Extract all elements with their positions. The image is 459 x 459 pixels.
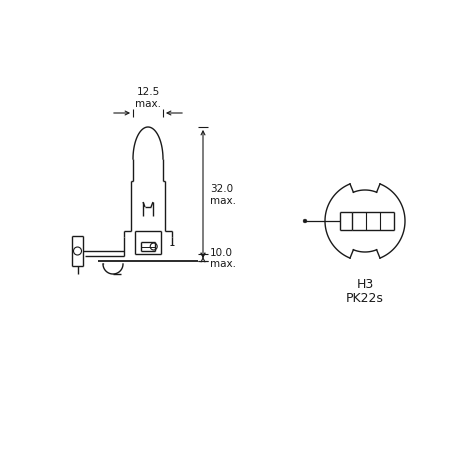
Text: H3: H3 (356, 277, 373, 291)
Text: 32.0
max.: 32.0 max. (210, 184, 235, 205)
Text: PK22s: PK22s (345, 291, 383, 304)
Text: 12.5
max.: 12.5 max. (134, 87, 161, 109)
Text: 10.0
max.: 10.0 max. (210, 247, 235, 269)
Circle shape (302, 220, 306, 224)
